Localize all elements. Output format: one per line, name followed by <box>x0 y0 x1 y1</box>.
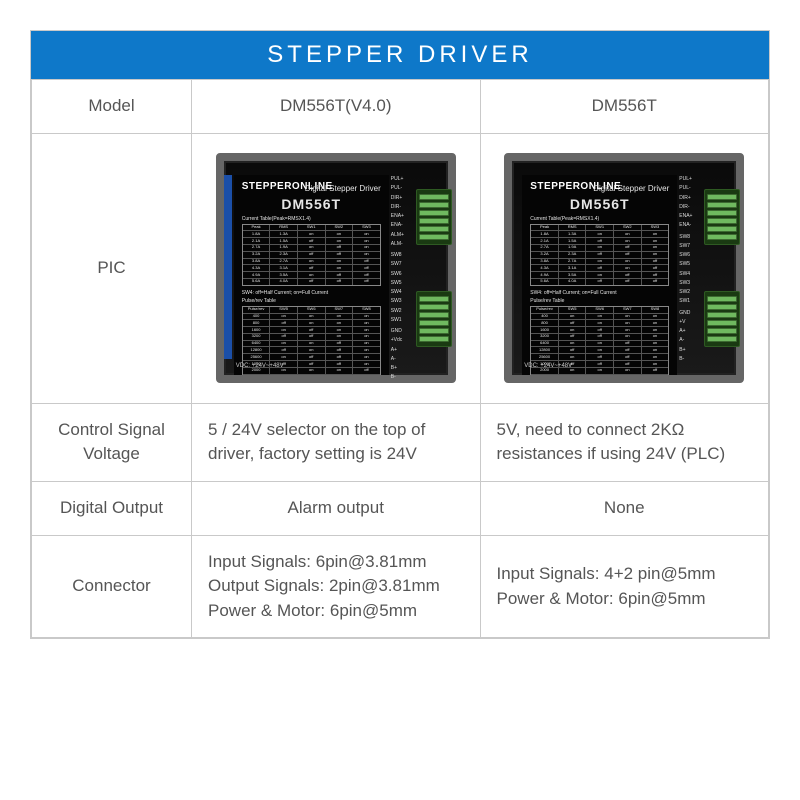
row-model: Model DM556T(V4.0) DM556T <box>32 80 769 134</box>
connector-b: Input Signals: 4+2 pin@5mm Power & Motor… <box>480 535 769 638</box>
model-label-b: DM556T <box>530 196 669 213</box>
comparison-table: Model DM556T(V4.0) DM556T PIC STEPPERONL… <box>31 79 769 638</box>
pic-b: STEPPERONLINE Digital Stepper Driver DM5… <box>480 133 769 403</box>
model-b: DM556T <box>480 80 769 134</box>
label-model: Model <box>32 80 192 134</box>
connector-top-a <box>416 189 452 245</box>
label-pic: PIC <box>32 133 192 403</box>
connector-bot-a <box>416 291 452 347</box>
pin-col-a: PUL+PUL-DIR+DIR-ENA+ENA-ALM+ALM-SW8SW7SW… <box>391 175 411 359</box>
current-caption-b: Current Table(Peak=RMSX1.4) <box>530 216 669 222</box>
label-digital: Digital Output <box>32 481 192 535</box>
model-label-a: DM556T <box>242 196 381 213</box>
row-control: Control Signal Voltage 5 / 24V selector … <box>32 403 769 481</box>
vdc-a: VDC: +24V~+48V <box>236 362 284 371</box>
row-digital: Digital Output Alarm output None <box>32 481 769 535</box>
label-connector: Connector <box>32 535 192 638</box>
connector-a: Input Signals: 6pin@3.81mm Output Signal… <box>192 535 481 638</box>
model-a: DM556T(V4.0) <box>192 80 481 134</box>
comparison-table-container: STEPPER DRIVER Model DM556T(V4.0) DM556T… <box>30 30 770 639</box>
pic-a: STEPPERONLINE Digital Stepper Driver DM5… <box>192 133 481 403</box>
connector-top-b <box>704 189 740 245</box>
title-bar: STEPPER DRIVER <box>31 31 769 79</box>
driver-image-a: STEPPERONLINE Digital Stepper Driver DM5… <box>216 153 456 383</box>
label-control: Control Signal Voltage <box>32 403 192 481</box>
current-table-a: PeakRMSSW1SW2SW31.8A1.3Aononon2.1A1.5Aof… <box>242 224 381 286</box>
vdc-b: VDC: +24V~+48V <box>524 362 572 371</box>
pin-col-b: PUL+PUL-DIR+DIR-ENA+ENA-SW8SW7SW6SW5SW4S… <box>679 175 699 359</box>
digital-a: Alarm output <box>192 481 481 535</box>
current-caption-a: Current Table(Peak=RMSX1.4) <box>242 216 381 222</box>
sw4-note-b: SW4: off=Half Current; on=Full Current <box>530 290 669 296</box>
row-connector: Connector Input Signals: 6pin@3.81mm Out… <box>32 535 769 638</box>
sw4-note-a: SW4: off=Half Current; on=Full Current <box>242 290 381 296</box>
pulse-caption-a: Pulse/rev Table <box>242 298 381 304</box>
row-pic: PIC STEPPERONLINE Digital Stepper Driver… <box>32 133 769 403</box>
driver-image-b: STEPPERONLINE Digital Stepper Driver DM5… <box>504 153 744 383</box>
control-b: 5V, need to connect 2KΩ resistances if u… <box>480 403 769 481</box>
current-table-b: PeakRMSSW1SW2SW31.8A1.3Aononon2.1A1.5Aof… <box>530 224 669 286</box>
digital-b: None <box>480 481 769 535</box>
pulse-caption-b: Pulse/rev Table <box>530 298 669 304</box>
connector-bot-b <box>704 291 740 347</box>
control-a: 5 / 24V selector on the top of driver, f… <box>192 403 481 481</box>
